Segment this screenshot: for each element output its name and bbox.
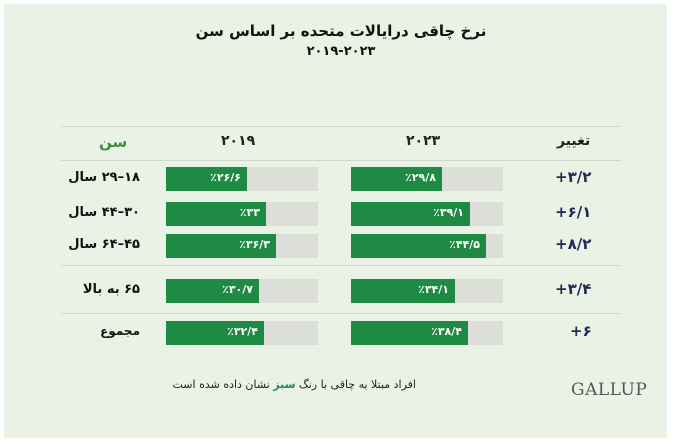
bar-value-label: ٪۳۰/۷	[222, 283, 253, 296]
chart-panel	[4, 4, 667, 438]
bar-value-label: ٪۳۹/۱	[433, 206, 464, 219]
footnote-text-end: نشان داده شده است	[172, 378, 274, 391]
bar-۲۰۱۹: ٪۳۰/۷	[166, 279, 259, 303]
top-divider	[61, 126, 621, 127]
chart-title: نرخ چاقی درایالات متحده بر اساس سن	[195, 22, 487, 40]
bar-value-label: ٪۳۸/۴	[431, 325, 462, 338]
header-divider	[61, 160, 621, 161]
bar-۲۰۱۹: ٪۲۶/۶	[166, 167, 247, 191]
footnote-green-word: سبز	[273, 378, 296, 391]
age-label: ۳۰–۴۴ سال	[68, 205, 140, 220]
bar-۲۰۱۹: ٪۳۶/۳	[166, 234, 276, 258]
gallup-logo: GALLUP	[571, 380, 648, 400]
bar-۲۰۲۳: ٪۲۹/۸	[351, 167, 442, 191]
bar-track-۲۰۲۳: ٪۳۸/۴	[351, 321, 503, 345]
bar-track-۲۰۲۳: ٪۳۴/۱	[351, 279, 503, 303]
bar-value-label: ٪۳۴/۱	[418, 283, 449, 296]
header-2023: ۲۰۲۳	[406, 133, 441, 149]
bar-۲۰۱۹: ٪۳۲/۴	[166, 321, 264, 345]
bar-value-label: ٪۳۲/۴	[227, 325, 258, 338]
bar-track-۲۰۲۳: ٪۳۹/۱	[351, 202, 503, 226]
bar-track-۲۰۱۹: ٪۳۶/۳	[166, 234, 318, 258]
header-2019: ۲۰۱۹	[221, 133, 256, 149]
bar-value-label: ٪۲۹/۸	[405, 171, 436, 184]
change-value: +۳/۲	[555, 168, 592, 186]
age-label: ۶۵ به بالا	[82, 282, 140, 297]
age-label: ۱۸–۲۹ سال	[68, 170, 140, 185]
footnote-text: افراد مبتلا به چاقی با رنگ	[295, 378, 416, 391]
bar-track-۲۰۱۹: ٪۳۳	[166, 202, 318, 226]
bar-۲۰۲۳: ٪۳۴/۱	[351, 279, 455, 303]
change-value: +۶	[570, 322, 592, 340]
bar-track-۲۰۲۳: ٪۲۹/۸	[351, 167, 503, 191]
footnote: افراد مبتلا به چاقی با رنگ سبز نشان داده…	[173, 378, 417, 391]
bar-۲۰۲۳: ٪۳۸/۴	[351, 321, 468, 345]
row-divider	[61, 265, 621, 266]
bar-value-label: ٪۲۶/۶	[210, 171, 241, 184]
chart-subtitle: ۲۰۱۹-۲۰۲۳	[306, 44, 376, 59]
bar-track-۲۰۲۳: ٪۴۴/۵	[351, 234, 503, 258]
header-change: تغییر	[557, 133, 591, 149]
bar-track-۲۰۱۹: ٪۲۶/۶	[166, 167, 318, 191]
bar-۲۰۲۳: ٪۴۴/۵	[351, 234, 486, 258]
change-value: +۳/۴	[555, 280, 592, 298]
total-label: مجموع	[100, 324, 140, 338]
bar-value-label: ٪۳۶/۳	[239, 238, 270, 251]
change-value: +۸/۲	[555, 235, 592, 253]
bar-value-label: ٪۳۳	[239, 206, 260, 219]
age-label: ۴۵–۶۴ سال	[68, 237, 140, 252]
header-age: سن	[99, 133, 128, 151]
change-value: +۶/۱	[555, 203, 592, 221]
total-divider	[61, 313, 621, 314]
bar-track-۲۰۱۹: ٪۳۰/۷	[166, 279, 318, 303]
bar-track-۲۰۱۹: ٪۳۲/۴	[166, 321, 318, 345]
bar-۲۰۱۹: ٪۳۳	[166, 202, 266, 226]
bar-value-label: ٪۴۴/۵	[449, 238, 480, 251]
bar-۲۰۲۳: ٪۳۹/۱	[351, 202, 470, 226]
